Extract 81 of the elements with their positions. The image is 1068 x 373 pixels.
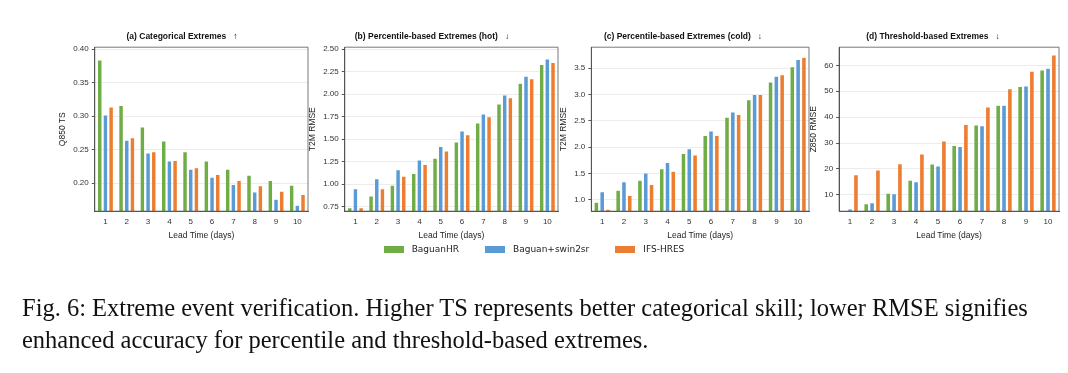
x-tick-label: 2 [869,217,875,227]
x-tick-label: 2 [124,217,130,227]
y-tick-label: 3.0 [574,89,586,99]
x-tick-label: 2 [374,217,380,227]
y-tick-label: 40 [824,112,834,122]
x-axis-title: Lead Time (days) [667,230,734,241]
legend-label: IFS-HRES [643,244,685,254]
y-tick-label: 0.75 [323,201,340,211]
x-tick-label: 8 [252,217,258,227]
x-tick-label: 5 [438,217,444,227]
x-tick-label: 8 [752,217,758,227]
x-tick-label: 7 [979,217,985,227]
x-tick-label: 2 [621,217,627,227]
chart-title: (b) Percentile-based Extremes (hot) ↓ [354,31,510,42]
x-tick-label: 1 [103,217,109,227]
x-tick-label: 9 [273,217,279,227]
y-tick-label: 30 [824,138,834,148]
y-tick-label: 0.20 [73,178,90,188]
caption: Fig. 6: Extreme event verification. Higher TS represents better categorical skill; lower RMSE signifies enhanced accuracy for percentile and threshold-based extremes. [22,293,1029,355]
y-axis-title: T2M RMSE [558,106,569,152]
x-tick-label: 9 [774,217,780,227]
x-tick-label: 4 [665,217,671,227]
y-axis-title: T2M RMSE [307,106,318,152]
y-tick-label: 60 [824,60,834,70]
y-tick-label: 1.00 [323,179,340,189]
x-tick-label: 7 [730,217,736,227]
chart-title: (c) Percentile-based Extremes (cold) ↓ [603,31,763,42]
legend-label: Baguan+swin2sr [513,244,590,254]
x-tick-label: 1 [847,217,853,227]
y-tick-label: 1.5 [574,168,586,178]
x-tick-label: 10 [292,217,303,227]
legend-label: BaguanHR [411,244,460,254]
x-tick-label: 1 [353,217,359,227]
y-tick-label: 1.50 [323,134,340,144]
x-tick-label: 5 [188,217,194,227]
y-axis-title: Z850 RMSE [808,105,819,153]
x-tick-label: 8 [1001,217,1007,227]
y-tick-label: 1.75 [323,111,340,121]
y-axis-title: Q850 TS [57,111,68,147]
x-axis-title: Lead Time (days) [418,230,485,241]
x-tick-label: 6 [209,217,215,227]
x-tick-label: 4 [417,217,423,227]
x-tick-label: 9 [523,217,529,227]
x-tick-label: 10 [542,217,553,227]
y-tick-label: 20 [824,164,834,174]
x-tick-label: 3 [643,217,649,227]
x-axis-title: Lead Time (days) [916,230,983,241]
y-tick-label: 10 [824,190,834,200]
x-tick-label: 4 [913,217,919,227]
x-tick-label: 5 [935,217,941,227]
x-tick-label: 3 [145,217,151,227]
x-tick-label: 6 [708,217,714,227]
x-tick-label: 6 [957,217,963,227]
chart-title: (d) Threshold-based Extremes ↓ [866,31,1000,42]
x-axis-title: Lead Time (days) [168,230,235,241]
y-tick-label: 50 [824,86,834,96]
y-tick-label: 2.00 [323,89,340,99]
x-tick-label: 8 [502,217,508,227]
x-tick-label: 5 [687,217,693,227]
x-tick-label: 4 [167,217,173,227]
x-tick-label: 7 [481,217,487,227]
x-tick-label: 6 [459,217,465,227]
x-tick-label: 10 [793,217,804,227]
y-tick-label: 2.0 [574,142,586,152]
y-tick-label: 1.25 [323,156,340,166]
x-tick-label: 9 [1023,217,1029,227]
y-tick-label: 2.50 [323,44,340,54]
y-tick-label: 3.5 [574,63,586,73]
x-tick-label: 3 [395,217,401,227]
x-tick-label: 3 [891,217,897,227]
chart-title: (a) Categorical Extremes ↑ [126,31,238,42]
y-tick-label: 1.0 [574,194,586,204]
y-tick-label: 2.5 [574,115,586,125]
y-tick-label: 0.40 [73,44,90,54]
x-tick-label: 1 [599,217,605,227]
x-tick-label: 7 [231,217,237,227]
y-tick-label: 0.35 [73,77,90,87]
x-tick-label: 10 [1043,217,1053,227]
y-tick-label: 0.30 [73,111,90,121]
y-tick-label: 2.25 [323,66,340,76]
y-tick-label: 0.25 [73,144,90,154]
